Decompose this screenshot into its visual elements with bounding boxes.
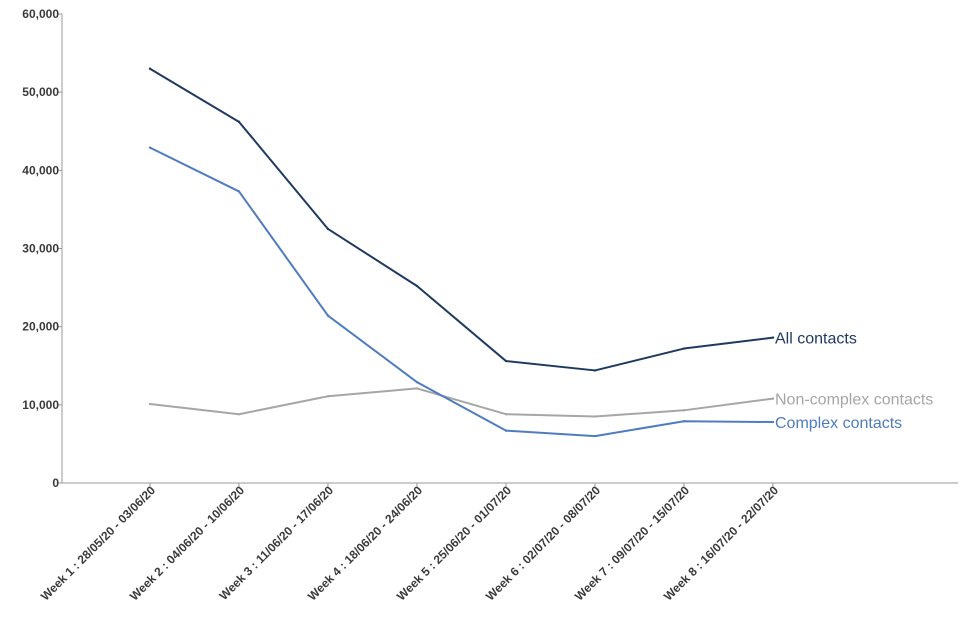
y-tick-label: 0 [52,476,59,490]
data-point [237,190,241,193]
data-point [326,395,330,398]
data-point [326,227,330,231]
series-line-all-contacts [149,67,774,372]
series-label: Complex contacts [775,415,902,432]
y-tick-label: 50,000 [22,85,59,99]
data-point [148,146,152,149]
data-point [415,387,419,390]
data-point [771,420,775,424]
y-tick-label: 10,000 [22,398,59,412]
data-point [682,409,686,412]
data-point [237,413,241,416]
data-point [237,120,241,124]
data-point [415,284,419,288]
y-tick-label: 60,000 [22,7,59,21]
series-line-non-complex-contacts [149,387,774,418]
data-point [771,397,775,400]
data-point [771,336,775,339]
data-point [504,429,508,432]
data-point [593,415,597,418]
data-point [326,314,330,317]
series-label: All contacts [775,331,857,348]
y-tick-label: 20,000 [22,320,59,334]
data-point [415,380,419,384]
y-axis: 0 10,000 20,000 30,000 40,000 50,000 60,000 [22,7,63,490]
data-point [682,347,686,350]
data-point [593,434,597,438]
data-point [504,359,508,363]
series-labels: All contacts Non-complex contacts Complex … [775,331,933,432]
data-point [504,413,508,416]
series-label: Non-complex contacts [775,392,933,409]
series-line-complex-contacts [149,146,774,438]
data-point [682,420,686,423]
series-lines [148,67,775,438]
y-tick-label: 30,000 [22,242,59,256]
data-point [148,67,152,70]
y-tick-label: 40,000 [22,163,59,177]
data-point [593,369,597,372]
data-point [148,402,152,406]
